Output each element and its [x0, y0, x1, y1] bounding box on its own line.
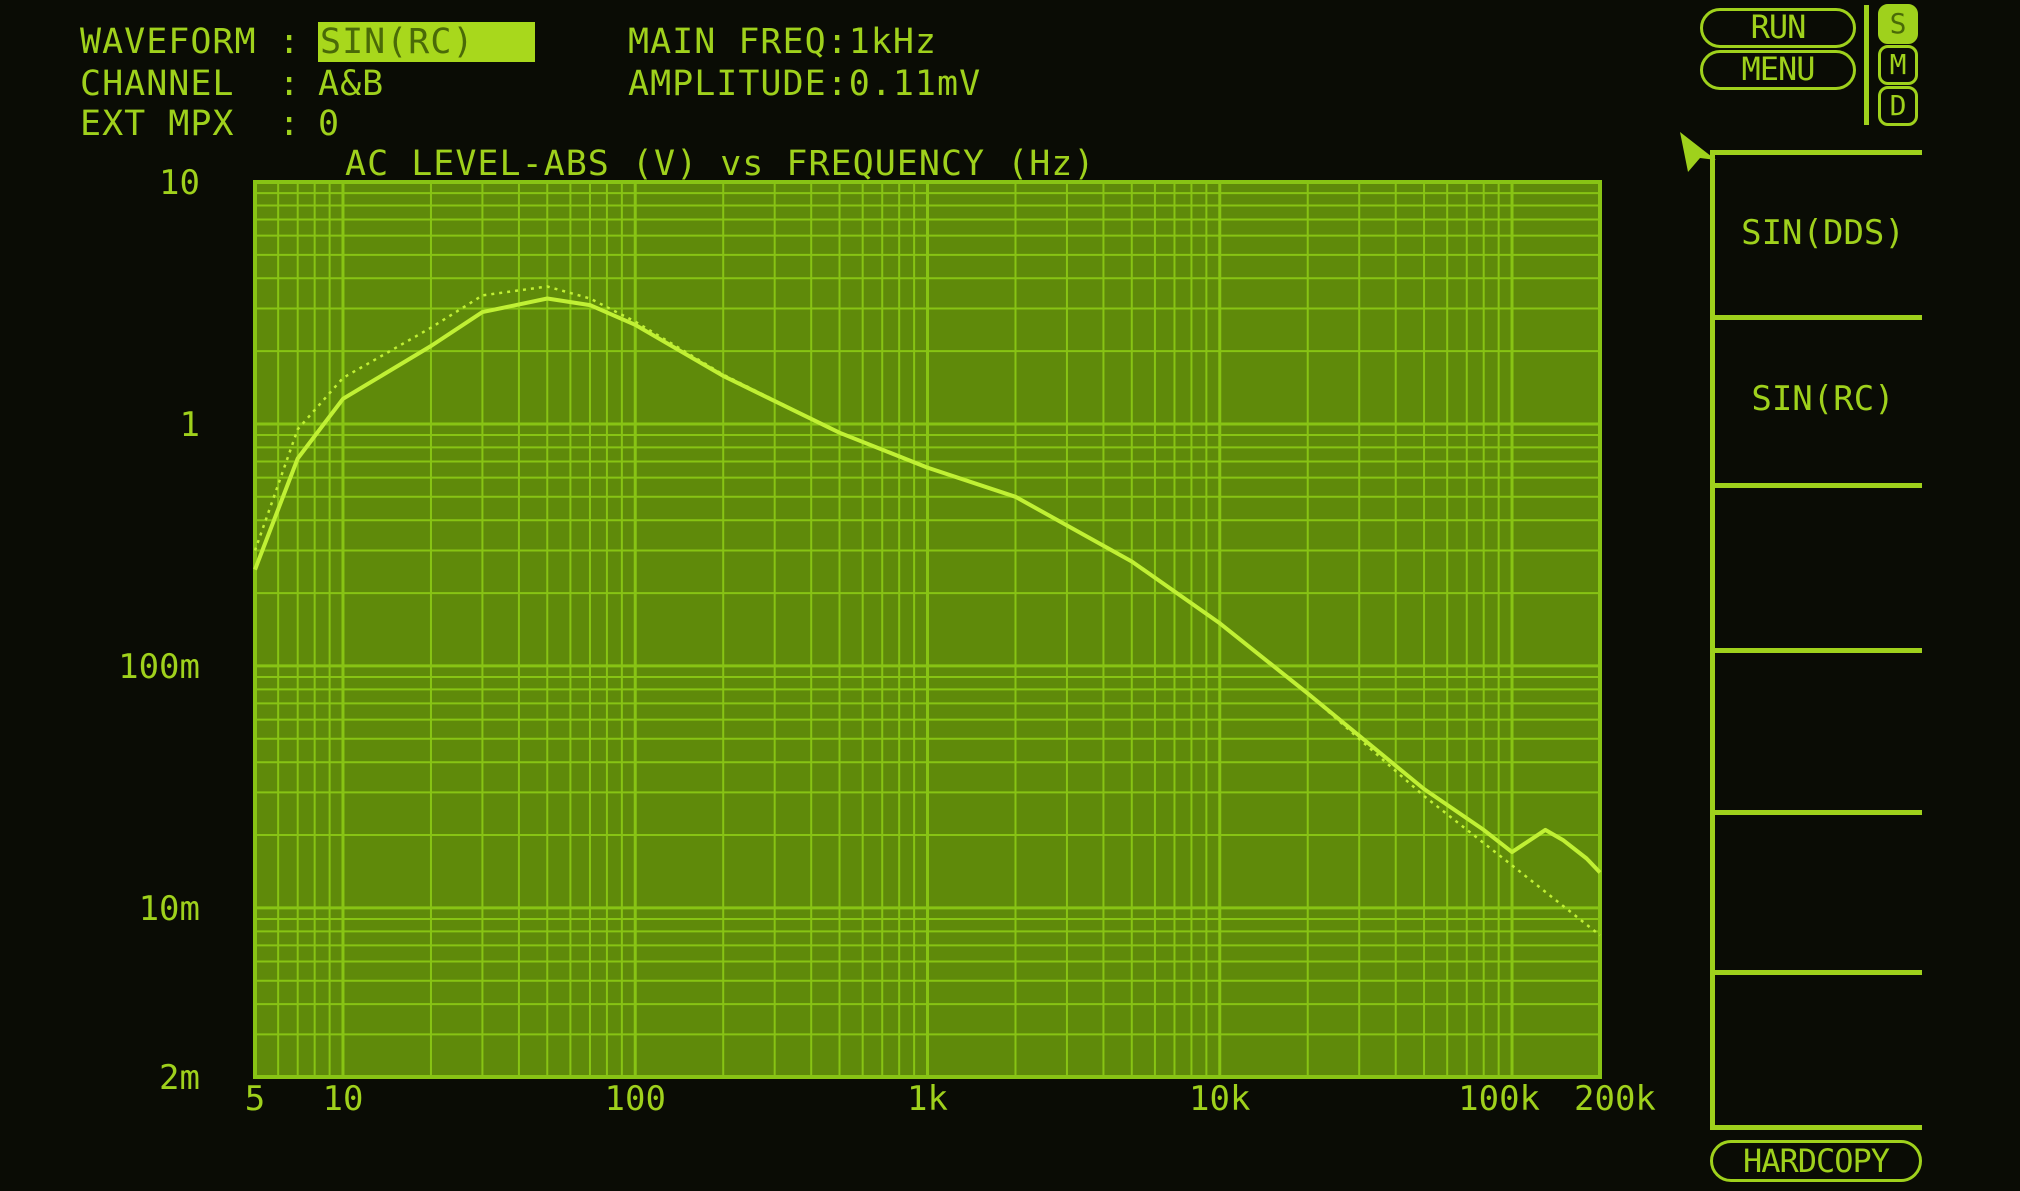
- channel-value: A&B: [318, 64, 385, 104]
- cursor-arrow-icon: [1680, 132, 1716, 172]
- waveform-label: WAVEFORM :: [80, 22, 301, 62]
- mode-m-indicator[interactable]: M: [1878, 45, 1918, 85]
- softkey-divider: [1710, 150, 1922, 155]
- softkey-5[interactable]: [1718, 870, 1928, 910]
- softkey-6[interactable]: [1718, 1028, 1928, 1068]
- channel-label: CHANNEL :: [80, 64, 301, 104]
- run-button[interactable]: RUN: [1700, 8, 1856, 48]
- x-tick-label: 5: [245, 1079, 265, 1119]
- softkey-divider: [1710, 970, 1922, 975]
- hardcopy-button[interactable]: HARDCOPY: [1710, 1140, 1922, 1182]
- softkey-3[interactable]: [1718, 546, 1928, 586]
- x-tick-label: 200k: [1574, 1079, 1656, 1119]
- amplitude: AMPLITUDE:0.11mV: [628, 64, 982, 104]
- softkey-frame: [1710, 150, 1715, 1125]
- x-tick-label: 10: [323, 1079, 364, 1119]
- y-tick-label: 10m: [139, 889, 200, 929]
- chart-title: AC LEVEL-ABS (V) vs FREQUENCY (Hz): [345, 144, 1096, 184]
- waveform-value[interactable]: SIN(RC): [318, 22, 535, 62]
- mode-s-indicator[interactable]: S: [1878, 4, 1918, 44]
- softkey-divider: [1710, 483, 1922, 488]
- softkey-divider: [1710, 648, 1922, 653]
- softkey-2[interactable]: SIN(RC): [1751, 379, 1895, 419]
- x-tick-label: 100: [605, 1079, 666, 1119]
- y-tick-label: 10: [159, 163, 200, 203]
- ext-mpx-label: EXT MPX :: [80, 104, 301, 144]
- softkey-divider: [1710, 1125, 1922, 1130]
- x-tick-label: 1k: [907, 1079, 948, 1119]
- softkey-divider: [1710, 810, 1922, 815]
- ext-mpx-value: 0: [318, 104, 341, 144]
- y-tick-label: 2m: [159, 1058, 200, 1098]
- mode-d-indicator[interactable]: D: [1878, 86, 1918, 126]
- softkey-divider: [1710, 315, 1922, 320]
- softkey-1[interactable]: SIN(DDS): [1741, 212, 1905, 253]
- softkey-4[interactable]: [1718, 709, 1928, 749]
- x-tick-label: 10k: [1189, 1079, 1250, 1119]
- y-tick-label: 1: [180, 405, 200, 445]
- series-1-line: [253, 296, 1602, 874]
- y-tick-label: 100m: [118, 647, 200, 687]
- x-tick-label: 100k: [1458, 1079, 1540, 1119]
- menu-button[interactable]: MENU: [1700, 50, 1856, 90]
- mode-divider: [1864, 5, 1869, 125]
- series-2-line: [253, 285, 1601, 937]
- main-frequency: MAIN FREQ:1kHz: [628, 22, 938, 62]
- frequency-response-chart: 5 10 100 1k 10k 100k 200k 10 1 100m 10m 2m: [118, 163, 1656, 1119]
